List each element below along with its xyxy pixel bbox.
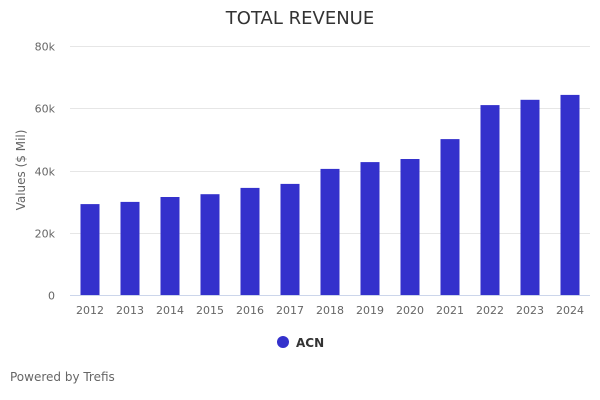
powered-by-credit: Powered by Trefis (10, 370, 115, 384)
bar-2019[interactable] (360, 162, 380, 295)
y-tick-label: 60k (35, 103, 56, 116)
bar-2017[interactable] (280, 183, 300, 295)
x-tick-label: 2021 (436, 304, 464, 317)
chart-title: TOTAL REVENUE (225, 8, 374, 29)
x-tick-label: 2019 (356, 304, 384, 317)
x-tick-label: 2018 (316, 304, 344, 317)
y-tick-label: 80k (35, 41, 56, 54)
x-tick-label: 2012 (76, 304, 104, 317)
bar-2020[interactable] (400, 159, 420, 295)
x-tick-label: 2014 (156, 304, 184, 317)
y-tick-label: 0 (48, 290, 55, 303)
bar-2015[interactable] (200, 194, 220, 295)
x-tick-label: 2020 (396, 304, 424, 317)
y-axis-ticks: 0 20k 40k 60k 80k (35, 41, 56, 303)
x-tick-label: 2016 (236, 304, 264, 317)
legend-label[interactable]: ACN (296, 336, 324, 350)
bar-2022[interactable] (480, 105, 500, 295)
bar-2024[interactable] (560, 94, 580, 296)
bar-2013[interactable] (120, 201, 140, 295)
legend[interactable]: ACN (277, 336, 324, 350)
legend-marker-icon[interactable] (277, 336, 289, 348)
bar-2014[interactable] (160, 197, 180, 295)
bar-2021[interactable] (440, 139, 460, 295)
y-axis-label: Values ($ Mil) (14, 130, 28, 211)
x-tick-label: 2024 (556, 304, 584, 317)
x-tick-label: 2013 (116, 304, 144, 317)
x-tick-label: 2022 (476, 304, 504, 317)
y-tick-label: 20k (35, 228, 56, 241)
bars (80, 94, 580, 296)
y-tick-label: 40k (35, 166, 56, 179)
bar-2012[interactable] (80, 204, 100, 295)
x-axis-ticks: 2012 2013 2014 2015 2016 2017 2018 2019 2020 2021… (76, 304, 584, 317)
bar-2023[interactable] (520, 99, 540, 295)
bar-2016[interactable] (240, 187, 260, 295)
x-tick-label: 2023 (516, 304, 544, 317)
bar-2018[interactable] (320, 168, 340, 295)
x-tick-label: 2015 (196, 304, 224, 317)
x-tick-label: 2017 (276, 304, 304, 317)
